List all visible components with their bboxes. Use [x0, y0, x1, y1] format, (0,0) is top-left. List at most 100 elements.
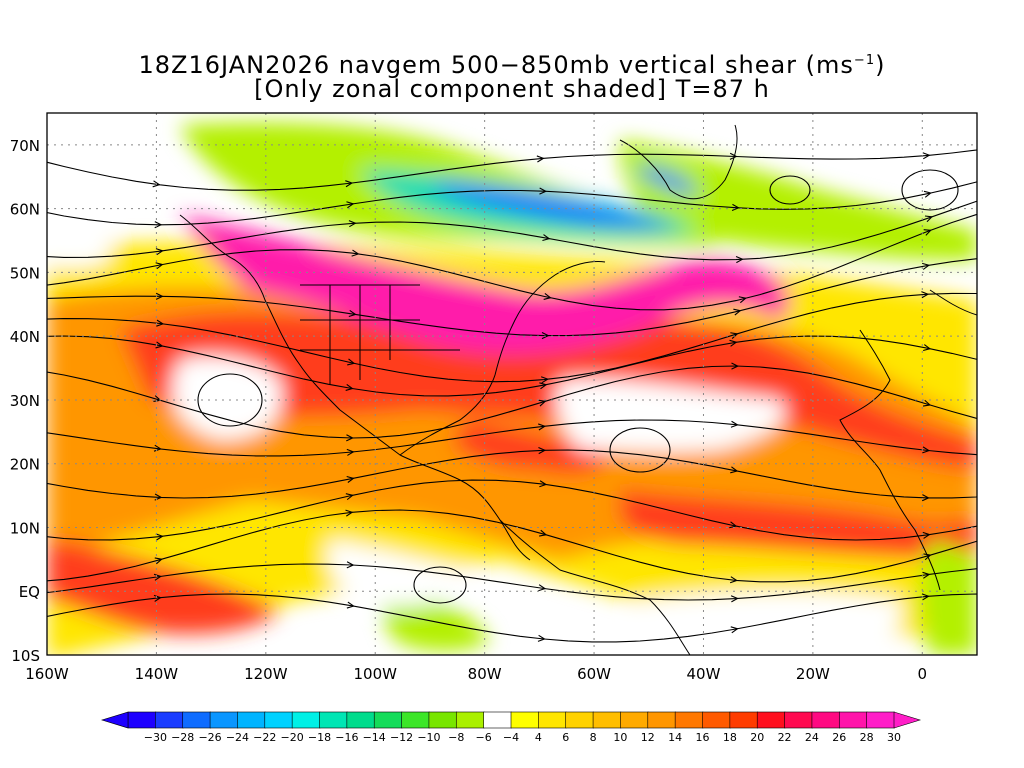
- eddy-circulation: [413, 566, 467, 604]
- streamline-arrow: [730, 420, 739, 428]
- streamline-arrow: [730, 626, 739, 634]
- colorbar-label: −16: [335, 731, 358, 744]
- streamline-arrow: [735, 256, 744, 264]
- colorbar-label: −6: [476, 731, 492, 744]
- lat-label: 30N: [10, 392, 40, 410]
- lon-label: 60W: [577, 665, 611, 683]
- colorbar-swatch: [620, 711, 649, 729]
- streamline-arrow: [351, 249, 360, 257]
- streamline: [47, 335, 977, 397]
- colorbar-label: 10: [613, 731, 627, 744]
- streamline: [47, 449, 977, 499]
- streamline: [47, 149, 977, 191]
- colorbar-label: −20: [281, 731, 304, 744]
- streamline: [47, 258, 977, 337]
- streamline-arrow: [156, 319, 165, 327]
- streamline-arrow: [923, 229, 932, 236]
- streamline-arrow: [345, 384, 354, 391]
- colorbar-swatch: [401, 711, 430, 729]
- colorbar-label: −14: [363, 731, 386, 744]
- streamline-arrow: [346, 561, 355, 569]
- colorbar-high-arrow: [893, 711, 922, 729]
- colorbar-swatch: [428, 711, 458, 729]
- streamline-arrow: [538, 447, 547, 455]
- colorbar-label: 22: [778, 731, 792, 744]
- colorbar-swatch: [182, 711, 211, 729]
- colorbar-label: −18: [308, 731, 331, 744]
- lat-label: EQ: [19, 583, 40, 601]
- streamline-arrow: [921, 494, 930, 502]
- colorbar-swatch: [291, 711, 321, 729]
- colorbar-swatch: [811, 711, 841, 729]
- colorbar-swatch: [455, 711, 485, 729]
- field-green-af-region: [920, 540, 977, 655]
- streamline-arrow: [538, 423, 547, 431]
- field-blue-region: [430, 180, 680, 230]
- colorbar-swatch: [319, 711, 348, 729]
- colorbar-label: 14: [668, 731, 682, 744]
- colorbar-swatch: [237, 711, 266, 729]
- colorbar-swatch: [729, 711, 759, 729]
- streamline-arrow: [538, 584, 547, 592]
- title-line-2: [Only zonal component shaded] T=87 h: [254, 75, 770, 103]
- streamline-arrow: [348, 220, 357, 228]
- streamline: [47, 593, 977, 643]
- streamline-arrow: [922, 446, 931, 454]
- streamline-arrow: [543, 293, 552, 300]
- coastlines: [179, 124, 977, 655]
- colorbar-label: −12: [390, 731, 413, 744]
- streamline: [47, 365, 977, 439]
- streamline-arrow: [345, 509, 354, 517]
- shaded-field: [47, 113, 977, 655]
- streamline-arrow: [922, 399, 932, 407]
- gridlines: [47, 113, 977, 655]
- streamline-arrow: [921, 593, 930, 601]
- colorbar-swatch: [592, 711, 622, 729]
- streamline-arrow: [729, 576, 739, 584]
- lat-label: 50N: [10, 264, 40, 282]
- streamline-arrow: [922, 262, 931, 270]
- colorbar-swatch: [209, 711, 239, 729]
- colorbar-swatch: [565, 711, 594, 729]
- colorbar-label: 30: [887, 731, 901, 744]
- field-white-pac-region: [172, 356, 282, 440]
- colorbar-swatch: [647, 711, 676, 729]
- plot-frame: [46, 112, 978, 656]
- streamline-arrow: [923, 344, 932, 352]
- streamline-arrow: [922, 531, 931, 539]
- streamline: [47, 213, 977, 311]
- field-white-atl-region: [556, 379, 786, 453]
- colorbar-swatch: [127, 711, 157, 729]
- eddy-circulation: [769, 175, 811, 205]
- eddy-circulation: [609, 427, 671, 473]
- eddy-circulation: [197, 373, 263, 427]
- lat-label: 10N: [10, 519, 40, 537]
- colorbar: −30 −28 −26 −24 −22 −20 −18 −16 −14 −12 −10 −8 −6 −4 4…: [100, 711, 922, 744]
- streamline-arrow: [539, 382, 548, 390]
- streamline-arrow: [348, 310, 357, 318]
- streamline-arrow: [731, 203, 740, 211]
- title-line-1: 18Z16JAN2026 navgem 500−850mb vertical s…: [0, 48, 1024, 78]
- lat-label: 10S: [11, 647, 40, 665]
- streamline-arrow: [923, 190, 932, 198]
- colorbar-label: 18: [723, 731, 737, 744]
- colorbar-swatch: [838, 711, 868, 729]
- colorbar-swatch: [538, 711, 567, 729]
- streamline-arrow: [729, 339, 738, 347]
- streamline-arrow: [923, 553, 932, 561]
- colorbar-swatch: [756, 711, 786, 729]
- streamline-arrow: [729, 152, 738, 160]
- lon-label: 120W: [244, 665, 288, 683]
- colorbar-swatch: [866, 711, 895, 729]
- colorbar-swatch: [784, 711, 813, 729]
- streamline-arrow: [155, 262, 164, 270]
- streamline-arrow: [729, 521, 738, 529]
- colorbar-label: −8: [448, 731, 464, 744]
- streamline: [47, 563, 977, 601]
- lon-label: 160W: [25, 665, 69, 683]
- colorbar-swatch: [510, 711, 540, 729]
- streamline-arrow: [731, 362, 740, 370]
- colorbar-swatch: [483, 711, 512, 729]
- colorbar-label: −26: [198, 731, 221, 744]
- streamline-arrow: [542, 234, 551, 242]
